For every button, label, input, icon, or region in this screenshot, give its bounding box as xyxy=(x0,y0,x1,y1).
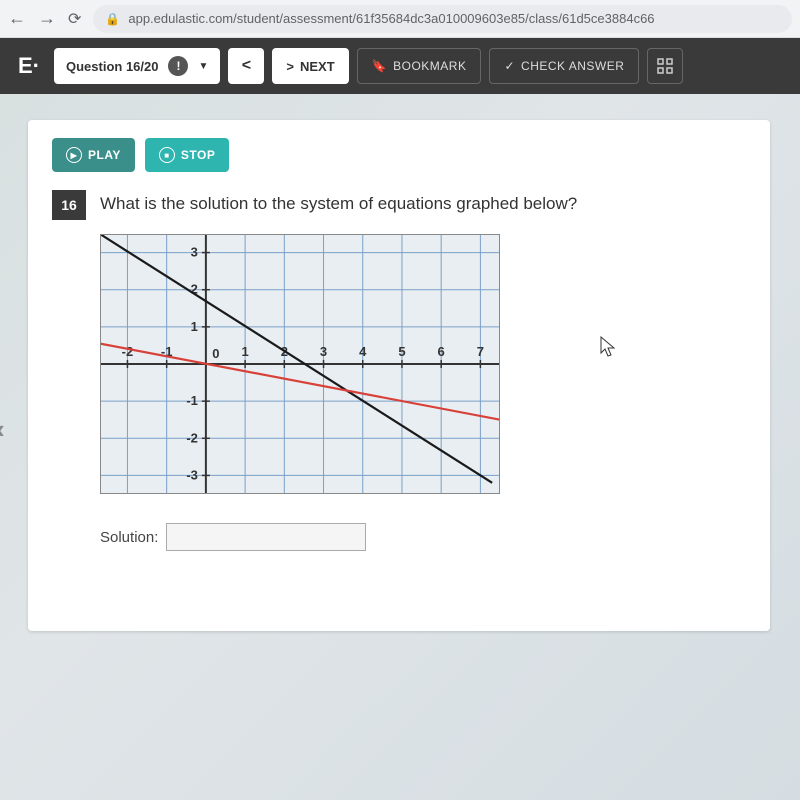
url-bar[interactable]: 🔒 app.edulastic.com/student/assessment/6… xyxy=(93,5,792,33)
browser-bar: ← → ⟳ 🔒 app.edulastic.com/student/assess… xyxy=(0,0,800,38)
chevron-down-icon: ▼ xyxy=(198,61,208,72)
check-answer-button[interactable]: ✓ CHECK ANSWER xyxy=(489,48,639,84)
svg-text:6: 6 xyxy=(438,344,445,359)
svg-text:1: 1 xyxy=(191,319,198,334)
chevron-right-icon: > xyxy=(286,59,294,74)
svg-text:-3: -3 xyxy=(186,467,198,482)
chart-svg: -2-101234567321-1-2-3 xyxy=(100,234,500,494)
back-icon[interactable]: ← xyxy=(8,8,26,29)
stop-icon: ■ xyxy=(159,147,175,163)
app-header: E· Question 16/20 ! ▼ < > NEXT 🔖 BOOKMAR… xyxy=(0,38,800,94)
graph: -2-101234567321-1-2-3 xyxy=(100,234,746,499)
svg-text:4: 4 xyxy=(359,344,367,359)
question-text: What is the solution to the system of eq… xyxy=(100,190,577,214)
grid-view-button[interactable] xyxy=(647,48,683,84)
check-icon: ✓ xyxy=(504,59,515,73)
question-counter-text: Question 16/20 xyxy=(66,59,158,74)
svg-text:5: 5 xyxy=(398,344,405,359)
grid-icon xyxy=(657,58,673,74)
next-button[interactable]: > NEXT xyxy=(272,48,348,84)
solution-row: Solution: xyxy=(100,523,746,551)
svg-text:1: 1 xyxy=(241,344,248,359)
question-card: ▶ PLAY ■ STOP 16 What is the solution to… xyxy=(28,120,770,631)
solution-input[interactable] xyxy=(166,523,366,551)
play-label: PLAY xyxy=(88,148,121,162)
stop-button[interactable]: ■ STOP xyxy=(145,138,229,172)
bookmark-label: BOOKMARK xyxy=(393,59,466,73)
svg-text:-2: -2 xyxy=(186,430,198,445)
media-controls: ▶ PLAY ■ STOP xyxy=(52,138,746,172)
question-counter[interactable]: Question 16/20 ! ▼ xyxy=(54,48,220,84)
logo[interactable]: E· xyxy=(12,53,46,79)
svg-text:-2: -2 xyxy=(122,344,134,359)
play-icon: ▶ xyxy=(66,147,82,163)
question-number: 16 xyxy=(52,190,86,220)
stop-label: STOP xyxy=(181,148,215,162)
page-area: ‹ ▶ PLAY ■ STOP 16 What is the solution … xyxy=(0,94,800,800)
svg-text:3: 3 xyxy=(320,344,327,359)
check-answer-label: CHECK ANSWER xyxy=(521,59,624,73)
play-button[interactable]: ▶ PLAY xyxy=(52,138,135,172)
svg-text:7: 7 xyxy=(477,344,484,359)
url-text: app.edulastic.com/student/assessment/61f… xyxy=(128,11,654,26)
svg-text:0: 0 xyxy=(212,346,219,361)
svg-text:-1: -1 xyxy=(186,393,198,408)
forward-icon[interactable]: → xyxy=(38,8,56,29)
lock-icon: 🔒 xyxy=(105,12,120,26)
alert-icon: ! xyxy=(168,56,188,76)
question-row: 16 What is the solution to the system of… xyxy=(52,190,746,220)
prev-button[interactable]: < xyxy=(228,48,264,84)
bookmark-icon: 🔖 xyxy=(372,59,387,73)
svg-text:3: 3 xyxy=(191,245,198,260)
chevron-left-icon: < xyxy=(242,57,251,75)
reload-icon[interactable]: ⟳ xyxy=(68,9,81,29)
page-prev-icon[interactable]: ‹ xyxy=(0,414,5,445)
bookmark-button[interactable]: 🔖 BOOKMARK xyxy=(357,48,482,84)
next-label: NEXT xyxy=(300,59,335,74)
solution-label: Solution: xyxy=(100,529,158,546)
